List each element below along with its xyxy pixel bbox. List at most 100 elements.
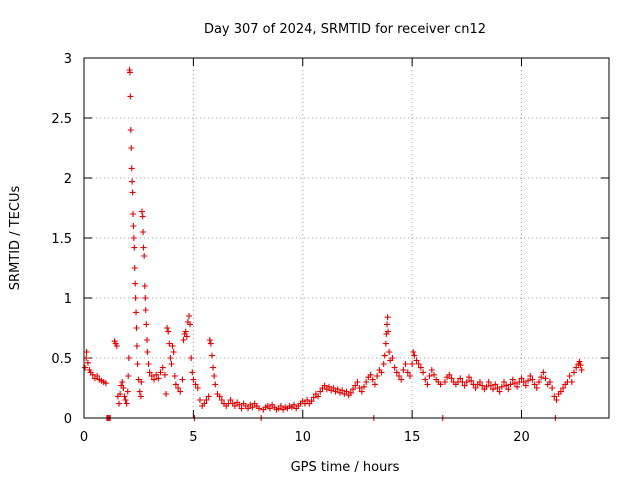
data-point — [203, 397, 210, 403]
data-point — [415, 361, 422, 367]
data-point — [518, 375, 525, 382]
data-point — [354, 379, 361, 385]
data-point — [557, 388, 564, 395]
data-point — [210, 364, 217, 371]
data-point — [89, 371, 96, 378]
data-point — [356, 385, 363, 391]
data-point — [358, 388, 365, 395]
data-point — [371, 381, 378, 388]
data-point — [391, 364, 398, 371]
data-point — [130, 235, 137, 241]
data-point — [140, 244, 147, 251]
data-point — [120, 385, 127, 391]
data-point — [172, 381, 179, 388]
data-point — [326, 383, 332, 390]
y-tick-label: 1.5 — [51, 232, 72, 247]
data-point — [155, 375, 162, 382]
data-point — [159, 364, 166, 371]
data-point — [457, 375, 464, 382]
data-point — [131, 244, 138, 251]
data-point — [133, 343, 140, 349]
data-point — [196, 397, 203, 403]
data-point — [153, 371, 160, 378]
data-point — [529, 376, 536, 383]
data-point — [144, 337, 150, 343]
data-point — [238, 405, 245, 412]
data-point — [520, 379, 527, 385]
data-point — [161, 371, 168, 378]
x-axis-label: GPS time / hours — [291, 460, 400, 475]
data-point — [187, 321, 194, 328]
data-point — [132, 280, 139, 287]
data-point — [227, 397, 234, 403]
data-point — [549, 385, 556, 391]
data-point — [483, 383, 490, 390]
x-tick-label: 5 — [189, 430, 197, 445]
data-point — [398, 376, 405, 383]
data-point — [138, 379, 145, 385]
y-tick-label: 0 — [64, 412, 72, 427]
data-point — [576, 358, 583, 365]
data-point — [127, 127, 134, 133]
data-point — [145, 361, 152, 367]
data-point — [170, 349, 177, 355]
x-tick-label: 0 — [80, 430, 88, 445]
y-tick-label: 2 — [64, 172, 72, 187]
data-point — [164, 325, 171, 331]
data-point — [127, 93, 134, 100]
data-point — [568, 379, 575, 385]
data-point — [82, 364, 89, 371]
y-tick-label: 1 — [64, 292, 72, 307]
data-point — [128, 165, 135, 172]
data-point — [148, 373, 155, 379]
data-point — [384, 314, 391, 321]
data-point — [129, 189, 136, 196]
data-point — [369, 376, 376, 383]
data-point — [533, 385, 540, 391]
data-point — [163, 391, 170, 397]
data-point — [382, 340, 389, 347]
data-point — [386, 349, 393, 355]
data-point — [431, 371, 437, 378]
y-tick-label: 0.5 — [51, 352, 72, 367]
data-point — [463, 379, 470, 385]
y-tick-label: 2.5 — [51, 112, 72, 127]
data-point — [466, 374, 472, 381]
data-point — [231, 403, 238, 409]
x-tick-label: 20 — [513, 430, 530, 445]
data-point — [317, 388, 324, 395]
data-point — [494, 385, 501, 391]
data-point — [472, 385, 479, 391]
data-point — [566, 373, 573, 379]
data-point — [124, 388, 131, 395]
data-point — [212, 381, 219, 388]
data-point — [137, 393, 144, 400]
data-point — [490, 386, 497, 393]
data-point — [385, 328, 392, 335]
data-point — [140, 229, 147, 235]
data-point — [531, 381, 538, 388]
data-point — [525, 377, 532, 384]
data-point — [216, 393, 223, 400]
data-point — [413, 357, 420, 364]
data-point — [186, 313, 192, 319]
data-point — [509, 376, 516, 383]
data-point — [437, 381, 444, 388]
data-point — [400, 367, 407, 373]
data-point — [134, 361, 141, 367]
data-point — [367, 371, 374, 378]
data-point — [126, 69, 133, 76]
data-point — [343, 388, 350, 395]
data-point — [121, 393, 128, 400]
data-point — [166, 340, 173, 347]
data-point — [409, 361, 416, 367]
data-point — [165, 328, 172, 335]
data-point — [141, 253, 148, 259]
data-point — [422, 376, 429, 383]
data-point — [461, 382, 468, 389]
data-point — [361, 383, 367, 390]
data-point — [485, 379, 492, 385]
data-point — [573, 364, 580, 371]
data-point — [208, 352, 215, 359]
data-point — [189, 369, 196, 376]
